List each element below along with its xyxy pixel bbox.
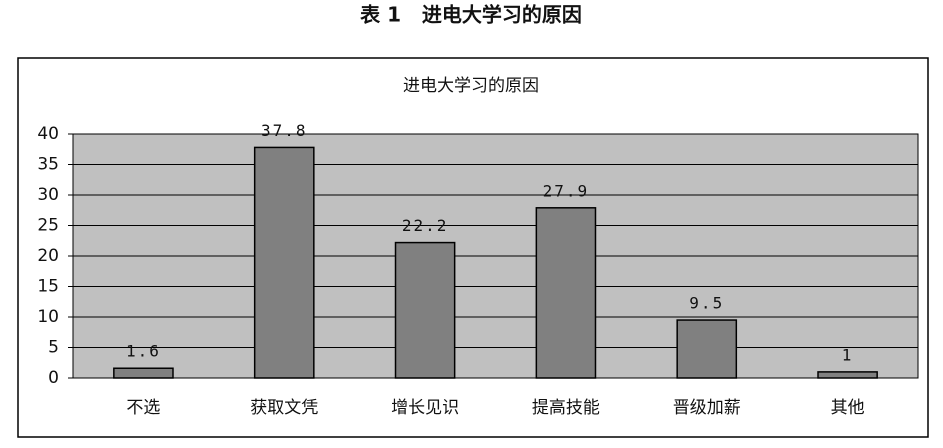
value-label: 9.5 — [689, 294, 724, 313]
bar — [817, 371, 878, 379]
x-tick-label: 其他 — [831, 398, 865, 418]
x-tick-label: 提高技能 — [532, 398, 600, 418]
value-label: 1.6 — [126, 342, 161, 361]
value-label: 22.2 — [402, 216, 449, 235]
bar — [676, 319, 738, 379]
y-tick-label: 15 — [37, 277, 59, 297]
y-tick-label: 30 — [37, 185, 59, 205]
y-tick-label: 0 — [48, 368, 59, 388]
y-tick-label: 20 — [37, 246, 59, 266]
bar — [535, 207, 597, 379]
y-tick-label: 5 — [48, 338, 59, 358]
chart-caption: 表 1 进电大学习的原因 — [360, 3, 582, 27]
bar — [113, 367, 174, 379]
value-label: 1 — [842, 345, 854, 364]
y-tick-label: 40 — [37, 124, 59, 144]
value-label: 37.8 — [261, 121, 308, 140]
y-tick-label: 25 — [37, 216, 59, 236]
bar — [394, 241, 456, 379]
x-tick-label: 晋级加薪 — [673, 398, 741, 418]
x-tick-label: 获取文凭 — [250, 398, 318, 418]
chart-title: 进电大学习的原因 — [403, 76, 539, 96]
y-tick-label: 35 — [37, 155, 59, 175]
y-tick-label: 10 — [37, 307, 59, 327]
value-label: 27.9 — [543, 181, 590, 200]
x-tick-label: 不选 — [126, 398, 160, 418]
bar — [253, 146, 315, 379]
x-tick-label: 增长见识 — [391, 398, 459, 418]
